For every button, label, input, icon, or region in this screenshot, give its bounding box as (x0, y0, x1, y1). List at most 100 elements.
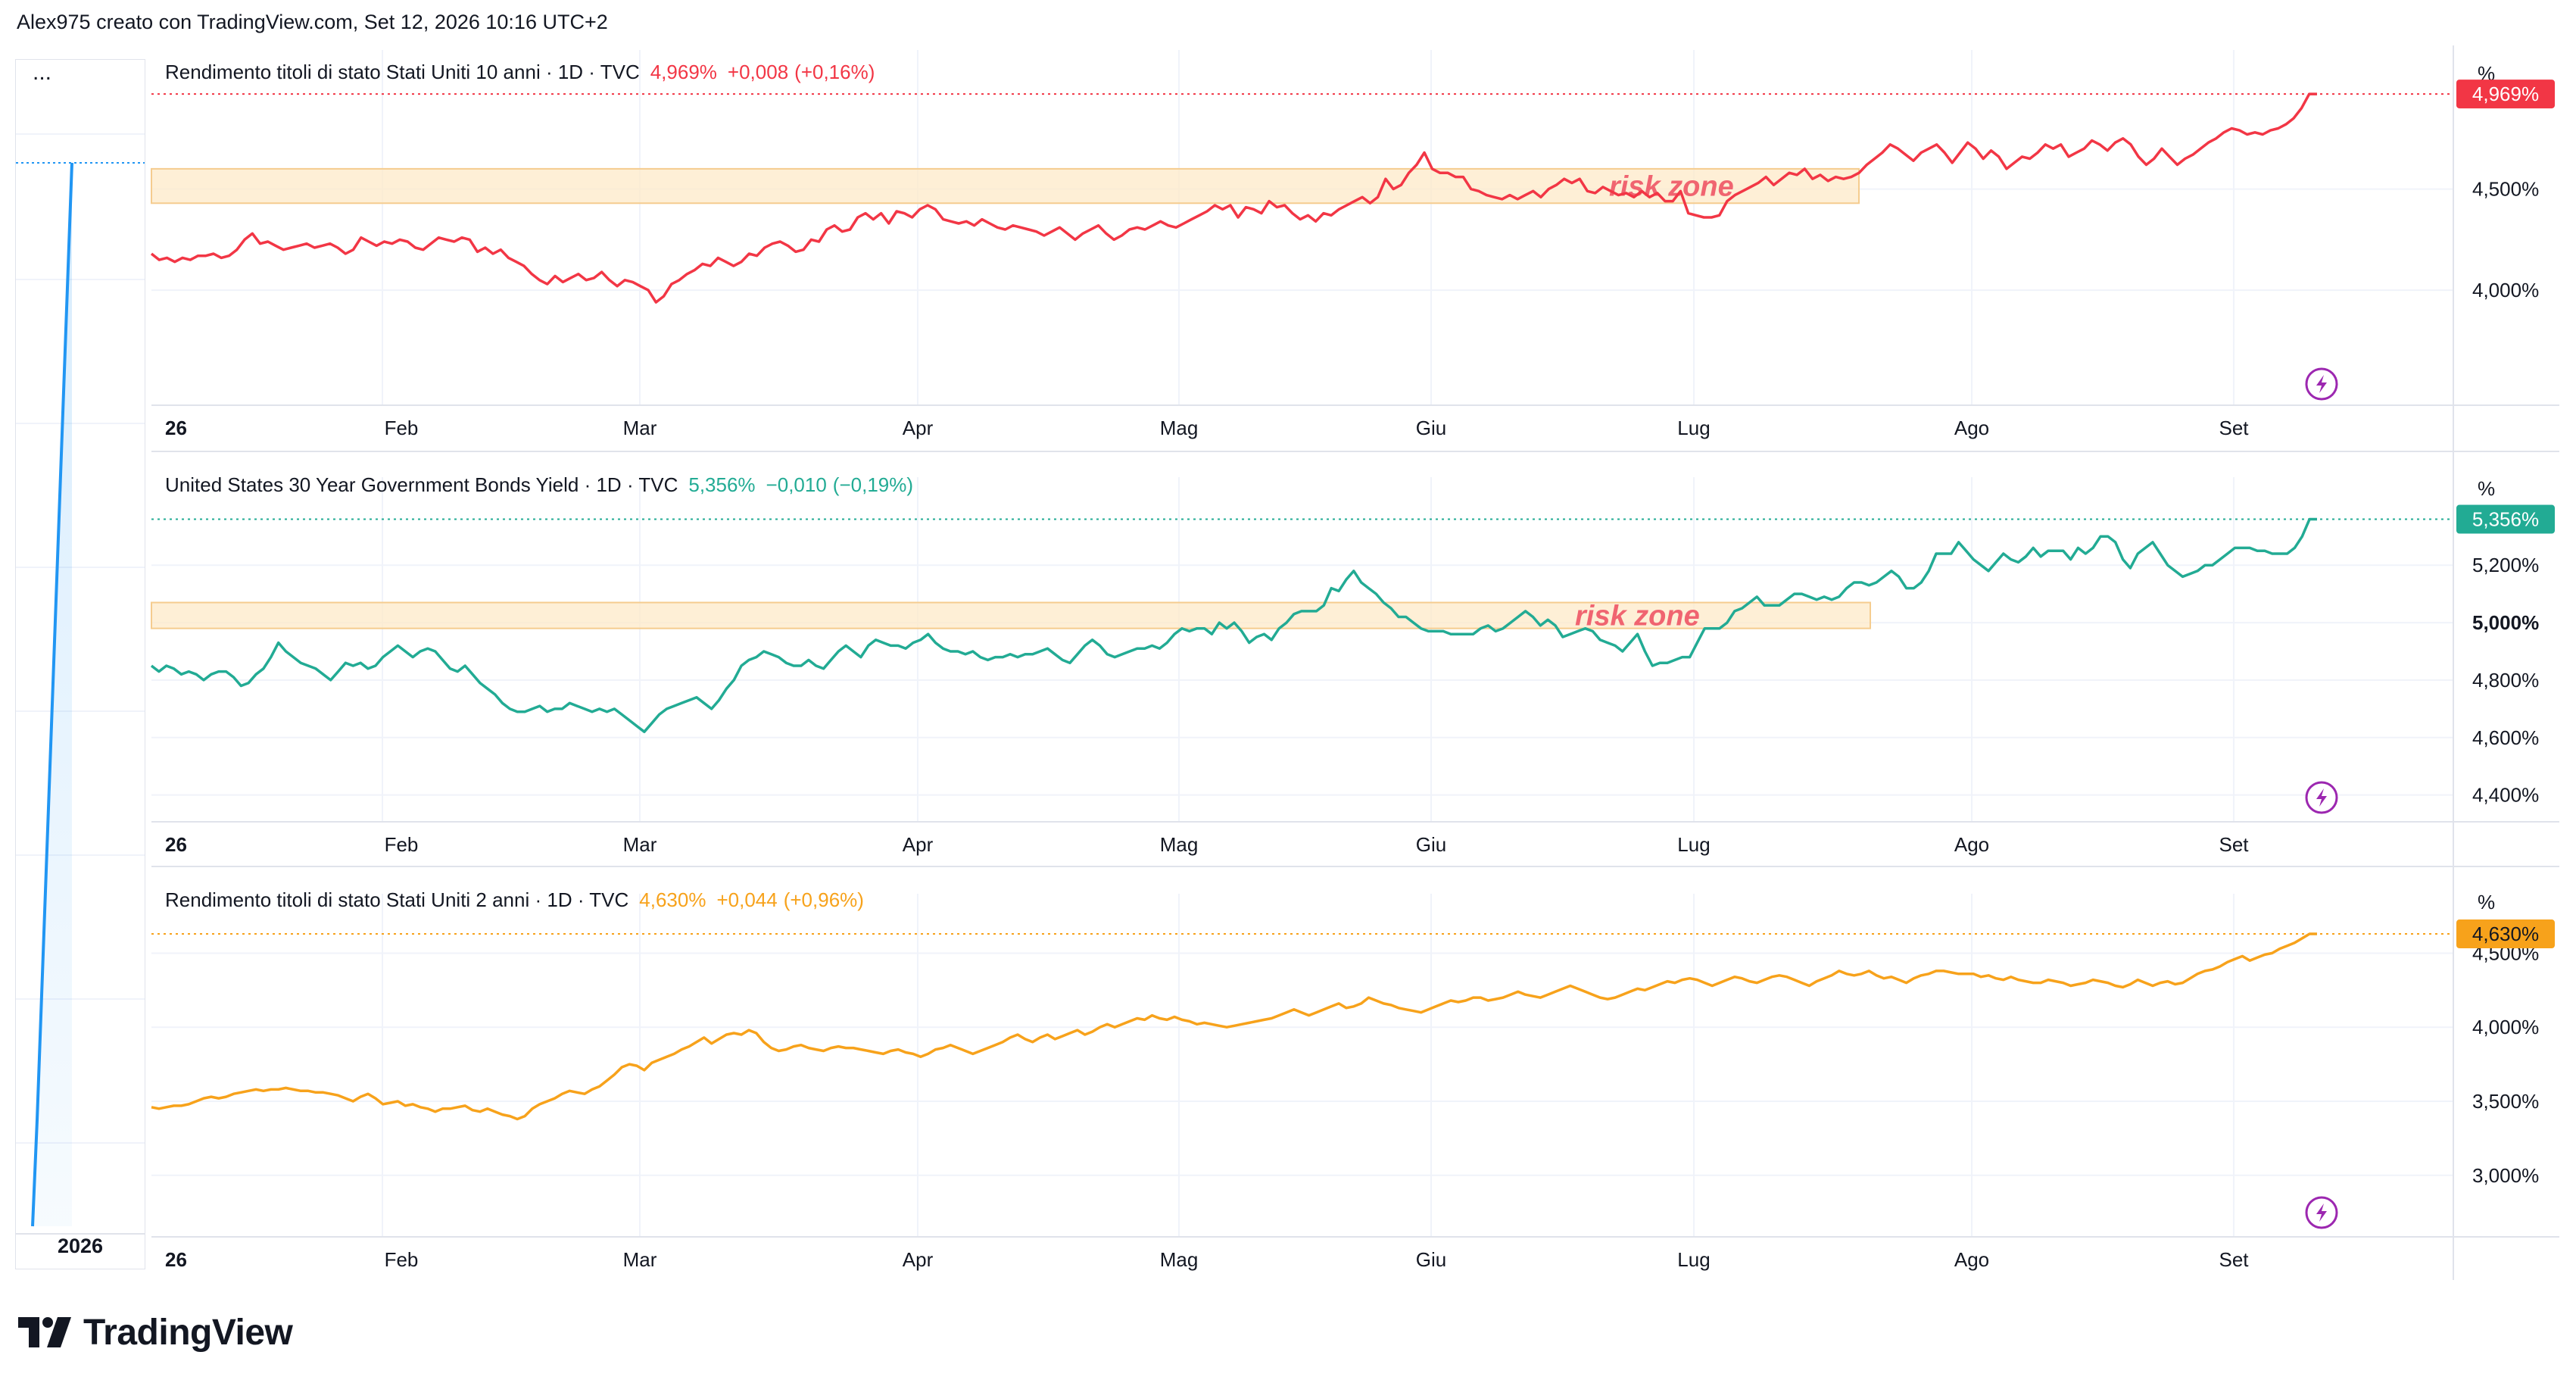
attribution-text: Alex975 creato con TradingView.com, Set … (17, 11, 608, 33)
legend-title-30y: United States 30 Year Government Bonds Y… (165, 473, 579, 496)
x-tick-label: 26 (165, 417, 187, 439)
legend-price-2y: 4,630% (639, 888, 706, 911)
unit-label-30y: % (2478, 477, 2495, 500)
legend-change-2y: +0,044 (716, 888, 777, 911)
last-price-badge-10y[interactable]: 4,969% (2456, 80, 2555, 109)
x-tick-label: 26 (165, 833, 187, 856)
last-price-badge-30y[interactable]: 5,356% (2456, 504, 2555, 534)
last-price-badge-2y[interactable]: 4,630% (2456, 919, 2555, 949)
y-tick-label: 4,500% (2472, 178, 2539, 201)
y-tick-label: 5,200% (2472, 554, 2539, 576)
y-tick-label: 4,000% (2472, 279, 2539, 301)
legend-price-30y: 5,356% (688, 473, 755, 496)
x-tick-label: Feb (385, 1248, 419, 1271)
unit-label-2y: % (2478, 891, 2495, 913)
y-tick-label: 4,400% (2472, 784, 2539, 807)
overview-year-label: 2026 (57, 1235, 104, 1257)
overview-panel[interactable]: ... 2026 (15, 59, 145, 1269)
x-tick-label: Mag (1160, 417, 1199, 439)
legend-title-2y: Rendimento titoli di stato Stati Uniti 2… (165, 888, 529, 911)
legend-change-10y: +0,008 (728, 61, 788, 83)
legend-change-pct-10y: (+0,16%) (794, 61, 875, 83)
risk-zone-30y (151, 601, 1871, 629)
y-tick-label: 3,500% (2472, 1090, 2539, 1113)
x-tick-label: Giu (1416, 1248, 1446, 1271)
x-tick-label: 26 (165, 1248, 187, 1271)
x-tick-label: Feb (385, 417, 419, 439)
y-tick-label: 4,600% (2472, 726, 2539, 749)
tradingview-logo[interactable]: TradingView (18, 1309, 293, 1356)
overview-area (33, 163, 72, 1226)
overview-chart (16, 133, 145, 1235)
pane-10y-yield[interactable]: risk zone 4,500% 4,000% 26 Feb Mar Apr Mag Giu… (150, 45, 2559, 450)
lightning-icon[interactable] (2305, 781, 2338, 814)
legend-interval-10y: 1D (558, 61, 583, 83)
x-axis-2y: 26 Feb Mar Apr Mag Giu Lug Ago Set (151, 1236, 2559, 1271)
y-axis-30y: 5,200% 5,000% 4,800% 4,600% 4,400% (2472, 554, 2539, 806)
y-tick-label: 3,000% (2472, 1164, 2539, 1187)
x-tick-label: Set (2219, 833, 2249, 856)
legend-interval-30y: 1D (596, 473, 621, 496)
y-axis-10y: 4,500% 4,000% (2472, 178, 2539, 302)
legend-price-10y: 4,969% (650, 61, 717, 83)
legend-title-10y: Rendimento titoli di stato Stati Uniti 1… (165, 61, 541, 83)
x-tick-label: Mag (1160, 833, 1199, 856)
pane-30y-grid (151, 477, 2453, 822)
legend-change-pct-2y: (+0,96%) (784, 888, 864, 911)
x-tick-label: Mag (1160, 1248, 1199, 1271)
x-tick-label: Mar (623, 417, 657, 439)
x-axis-30y: 26 Feb Mar Apr Mag Giu Lug Ago Set (151, 821, 2559, 856)
x-tick-label: Lug (1677, 417, 1710, 439)
tradingview-logo-icon (18, 1317, 71, 1347)
pane-10y-background (151, 45, 2559, 450)
legend-change-pct-30y: (−0,19%) (833, 473, 913, 496)
last-price-badge-text-30y: 5,356% (2472, 508, 2539, 531)
legend-source-10y: TVC (600, 61, 640, 83)
lightning-icon[interactable] (2305, 1196, 2338, 1229)
legend-interval-2y: 1D (547, 888, 572, 911)
x-tick-label: Ago (1954, 1248, 1989, 1271)
x-tick-label: Ago (1954, 833, 1989, 856)
last-price-badge-text-10y: 4,969% (2472, 83, 2539, 105)
y-axis-2y: 4,500%4,000%3,500%3,000% (2472, 941, 2539, 1186)
series-line-2y (151, 932, 2317, 1121)
risk-zone-10y-label: risk zone (1609, 171, 1734, 203)
lightning-icon[interactable] (2305, 367, 2338, 401)
x-tick-label: Apr (903, 833, 934, 856)
legend-source-30y: TVC (638, 473, 678, 496)
x-tick-label: Set (2219, 417, 2249, 439)
pane-2y-yield[interactable]: 4,500%4,000%3,500%3,000% 26 Feb Mar Apr Mag G… (151, 888, 2559, 1271)
legend-10y[interactable]: Rendimento titoli di stato Stati Uniti 1… (165, 61, 875, 83)
y-tick-label: 5,000% (2472, 611, 2539, 634)
x-tick-label: Apr (903, 417, 934, 439)
pane-2y-grid (151, 894, 2453, 1237)
series-line-30y (150, 517, 2317, 733)
pane-30y-yield[interactable]: risk zone 5,200% 5,000% 4,800% 4,600% 4,400%… (150, 473, 2559, 856)
overview-line (31, 162, 73, 1227)
y-tick-label: 4,800% (2472, 669, 2539, 692)
legend-30y[interactable]: United States 30 Year Government Bonds Y… (165, 473, 913, 496)
last-price-badge-box-2y (2456, 919, 2555, 949)
x-tick-label: Mar (623, 1248, 657, 1271)
x-tick-label: Apr (903, 1248, 934, 1271)
legend-source-2y: TVC (589, 888, 628, 911)
legend-2y[interactable]: Rendimento titoli di stato Stati Uniti 2… (165, 888, 864, 911)
risk-zone-10y (151, 167, 1860, 205)
x-tick-label: Set (2219, 1248, 2249, 1271)
x-tick-label: Lug (1677, 1248, 1710, 1271)
x-tick-label: Giu (1416, 417, 1446, 439)
x-tick-label: Giu (1416, 833, 1446, 856)
x-tick-label: Lug (1677, 833, 1710, 856)
series-line-10y (150, 92, 2317, 304)
more-menu-button[interactable]: ... (33, 60, 52, 85)
x-tick-label: Mar (623, 833, 657, 856)
unit-label-10y: % (2478, 62, 2495, 85)
risk-zone-30y-label: risk zone (1575, 601, 1700, 632)
x-tick-label: Ago (1954, 417, 1989, 439)
x-tick-label: Feb (385, 833, 419, 856)
last-price-badge-box-30y (2456, 504, 2555, 534)
y-tick-label: 4,000% (2472, 1016, 2539, 1038)
x-axis-10y: 26 Feb Mar Apr Mag Giu Lug Ago Set (151, 404, 2559, 439)
last-price-badge-box-10y (2456, 80, 2555, 109)
